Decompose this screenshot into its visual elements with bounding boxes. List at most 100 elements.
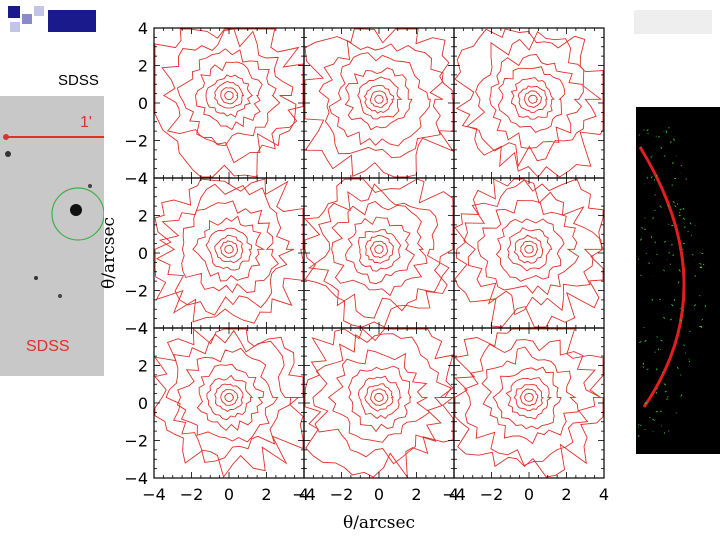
green-point: [644, 339, 647, 343]
contour-line: [205, 227, 253, 271]
y-tick-label: 2: [138, 207, 148, 226]
green-point: [662, 371, 664, 374]
sdss-bottom-label: SDSS: [26, 338, 70, 355]
green-point: [672, 254, 675, 257]
green-point: [668, 126, 670, 129]
green-point: [692, 253, 694, 256]
contour-line: [519, 388, 539, 407]
contour-line: [165, 329, 300, 463]
green-point: [680, 394, 683, 397]
x-tick-label: 2: [561, 485, 571, 504]
green-point: [673, 138, 676, 141]
contour-line: [331, 200, 428, 297]
scale-bar-end: [3, 134, 9, 140]
y-axis-label: θ/arcsec: [99, 217, 119, 289]
x-tick-label: 0: [524, 485, 534, 504]
contour-line: [464, 339, 601, 466]
contour-line: [345, 216, 416, 285]
y-tick-label: 0: [138, 244, 148, 263]
contour-line: [176, 48, 281, 147]
x-tick-label: 4: [299, 485, 309, 504]
green-point: [654, 209, 656, 212]
contour-line: [214, 80, 245, 109]
green-point: [639, 341, 642, 343]
contour-line: [505, 377, 553, 420]
contour-line: [214, 234, 244, 263]
contour-line: [304, 328, 455, 479]
header-bar: [634, 10, 712, 34]
contour-line: [481, 346, 579, 445]
contour-line: [477, 200, 580, 296]
contour-line: [524, 392, 534, 402]
star: [88, 184, 92, 188]
green-point: [668, 252, 671, 254]
x-tick-label: −2: [480, 485, 504, 504]
green-point: [671, 304, 674, 307]
contour-line: [327, 349, 431, 443]
green-point: [673, 298, 676, 301]
green-point: [678, 214, 681, 217]
green-point: [682, 207, 685, 210]
green-point: [687, 230, 689, 232]
x-tick-label: −2: [330, 485, 354, 504]
panel-frame: [453, 327, 605, 479]
green-point: [699, 266, 702, 269]
contour-line: [510, 77, 555, 120]
green-point: [689, 222, 692, 225]
red-arc: [638, 146, 686, 408]
y-tick-label: 0: [138, 394, 148, 413]
contour-line: [495, 218, 565, 282]
contour-line: [363, 84, 395, 114]
contour-line: [161, 28, 297, 164]
green-point: [646, 128, 649, 132]
title-bar: [48, 10, 96, 32]
green-point: [645, 401, 648, 404]
contour-line: [517, 85, 548, 114]
green-point: [670, 318, 673, 321]
contour-line: [365, 235, 394, 264]
y-tick-label: 0: [138, 94, 148, 113]
y-tick-label: −4: [124, 169, 148, 188]
panel-frame: [303, 327, 455, 479]
contour-line: [357, 76, 403, 120]
green-point: [679, 212, 681, 214]
x-tick-label: 0: [224, 485, 234, 504]
contour-line: [205, 74, 254, 118]
green-point: [679, 208, 682, 211]
x-tick-label: −4: [442, 485, 466, 504]
green-point: [637, 434, 640, 437]
contour-line: [370, 388, 389, 406]
contour-line: [357, 375, 402, 419]
contour-line: [318, 39, 444, 159]
contour-line: [196, 363, 265, 432]
contour-line: [506, 227, 553, 272]
contour-line: [195, 61, 263, 131]
green-point: [642, 366, 645, 368]
green-point: [680, 164, 683, 167]
contour-line: [344, 67, 413, 131]
contour-line: [370, 240, 389, 259]
green-point: [640, 274, 642, 276]
y-tick-label: 4: [138, 319, 148, 338]
green-point: [660, 146, 663, 149]
contour-line: [181, 200, 279, 294]
x-axis-label: θ/arcsec: [343, 513, 415, 533]
contour-line: [224, 91, 234, 100]
contour-line: [307, 183, 450, 319]
green-point: [663, 383, 667, 386]
contour-line: [519, 240, 539, 258]
green-point: [654, 241, 656, 244]
contour-line: [492, 366, 562, 430]
green-point: [694, 275, 697, 277]
star: [58, 294, 62, 298]
green-point: [651, 298, 654, 301]
contour-line: [304, 28, 455, 178]
green-point: [693, 304, 697, 307]
contour-line: [454, 178, 604, 328]
green-point: [678, 269, 681, 272]
green-point: [667, 396, 669, 398]
x-tick-label: 4: [599, 485, 609, 504]
green-point: [643, 326, 645, 329]
bright-star: [70, 204, 82, 216]
contour-line: [154, 178, 304, 324]
